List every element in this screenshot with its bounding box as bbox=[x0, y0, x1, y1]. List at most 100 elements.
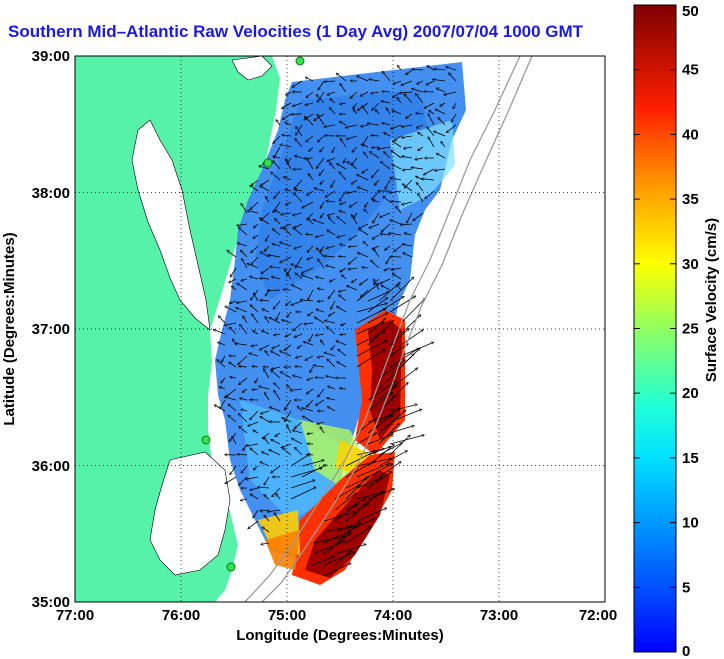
velocity-arrow bbox=[302, 408, 314, 412]
velocity-arrow bbox=[271, 465, 281, 473]
velocity-arrow bbox=[340, 388, 347, 389]
velocity-arrow bbox=[367, 392, 393, 412]
velocity-arrow bbox=[305, 355, 314, 360]
velocity-arrow bbox=[378, 424, 399, 445]
velocity-arrow bbox=[427, 127, 435, 137]
velocity-arrow bbox=[296, 124, 303, 135]
velocity-arrow bbox=[339, 121, 347, 126]
velocity-arrow bbox=[433, 79, 446, 82]
colorbar-tick-label: 40 bbox=[682, 126, 699, 143]
velocity-arrow bbox=[367, 447, 391, 456]
velocity-arrow bbox=[331, 344, 336, 350]
velocity-arrow bbox=[384, 133, 391, 137]
velocity-arrow bbox=[378, 282, 400, 302]
velocity-arrow bbox=[441, 141, 446, 148]
velocity-arrow bbox=[385, 179, 391, 189]
velocity-arrow bbox=[241, 279, 248, 281]
velocity-arrow bbox=[389, 348, 419, 368]
velocity-arrow bbox=[449, 73, 457, 82]
velocity-arrow bbox=[381, 223, 391, 232]
velocity-arrow bbox=[250, 410, 259, 420]
velocity-arrow bbox=[229, 300, 237, 303]
velocity-arrow bbox=[302, 201, 314, 208]
velocity-arrow bbox=[327, 359, 336, 368]
velocity-arrow bbox=[250, 494, 259, 500]
velocity-arrow bbox=[367, 318, 386, 335]
velocity-arrow bbox=[253, 234, 259, 239]
velocity-arrow bbox=[229, 327, 237, 335]
velocity-arrow bbox=[337, 217, 347, 225]
colorbar-tick-label: 30 bbox=[682, 256, 699, 273]
velocity-arrow bbox=[297, 344, 303, 349]
velocity-arrow bbox=[305, 77, 314, 82]
velocity-arrow bbox=[324, 136, 336, 137]
velocity-arrow bbox=[378, 395, 396, 412]
velocity-arrow bbox=[359, 278, 369, 285]
velocity-arrow bbox=[331, 179, 336, 188]
velocity-arrow bbox=[285, 189, 292, 191]
velocity-arrow bbox=[392, 274, 402, 280]
velocity-arrow bbox=[401, 80, 413, 85]
lon-tick: 72:00 bbox=[579, 607, 617, 624]
velocity-arrow bbox=[392, 164, 402, 170]
velocity-arrow bbox=[285, 159, 292, 170]
velocity-arrow bbox=[396, 206, 402, 214]
velocity-arrow bbox=[327, 157, 336, 162]
velocity-arrow bbox=[349, 201, 358, 207]
colorbar-tick-label: 50 bbox=[682, 3, 699, 20]
velocity-arrow bbox=[317, 356, 325, 358]
velocity-arrow bbox=[340, 334, 347, 335]
velocity-arrow bbox=[320, 201, 325, 208]
velocity-arrow bbox=[226, 388, 237, 397]
velocity-arrow bbox=[418, 146, 424, 151]
velocity-arrow bbox=[316, 277, 325, 280]
velocity-arrow bbox=[425, 190, 435, 199]
velocity-arrow bbox=[251, 179, 259, 186]
velocity-arrow bbox=[418, 193, 424, 203]
velocity-arrow bbox=[310, 366, 314, 373]
velocity-arrow bbox=[259, 386, 270, 390]
velocity-arrow bbox=[317, 135, 325, 142]
bathymetry-contour bbox=[261, 56, 533, 602]
velocity-arrow bbox=[315, 234, 325, 237]
velocity-arrow bbox=[295, 190, 303, 191]
velocity-arrow bbox=[306, 135, 314, 142]
velocity-arrow bbox=[282, 102, 292, 109]
velocity-arrow bbox=[385, 245, 391, 250]
velocity-arrow bbox=[367, 489, 395, 500]
velocity-arrow bbox=[317, 421, 325, 424]
velocity-arrow bbox=[356, 349, 385, 368]
velocity-arrow bbox=[402, 244, 413, 247]
velocity-arrow bbox=[236, 308, 248, 313]
velocity-arrow bbox=[389, 233, 402, 236]
velocity-arrow bbox=[313, 219, 325, 225]
velocity-arrow bbox=[369, 152, 380, 159]
velocity-arrow bbox=[343, 157, 347, 163]
velocity-arrow bbox=[340, 83, 347, 93]
velocity-arrow bbox=[307, 378, 314, 380]
velocity-arrow bbox=[362, 168, 369, 173]
velocity-arrow bbox=[293, 322, 303, 331]
velocity-arrow bbox=[371, 135, 380, 136]
velocity-arrow bbox=[300, 300, 314, 301]
velocity-arrow bbox=[377, 146, 391, 149]
velocity-arrow bbox=[260, 278, 270, 279]
velocity-arrow bbox=[397, 97, 402, 104]
velocity-arrow bbox=[274, 513, 281, 522]
velocity-arrow bbox=[316, 157, 325, 168]
lon-tick: 73:00 bbox=[480, 607, 518, 624]
velocity-arrow bbox=[280, 145, 292, 148]
velocity-arrow bbox=[334, 525, 357, 533]
velocity-arrow bbox=[352, 146, 358, 152]
velocity-arrow bbox=[284, 228, 292, 236]
velocity-arrow bbox=[381, 285, 391, 291]
velocity-arrow bbox=[291, 438, 303, 445]
velocity-arrow bbox=[307, 433, 314, 434]
velocity-arrow bbox=[334, 493, 356, 511]
velocity-arrow bbox=[380, 161, 391, 170]
velocity-arrow bbox=[416, 113, 424, 114]
velocity-arrow bbox=[365, 201, 369, 207]
velocity-arrow bbox=[294, 179, 303, 189]
velocity-arrow bbox=[356, 463, 390, 478]
